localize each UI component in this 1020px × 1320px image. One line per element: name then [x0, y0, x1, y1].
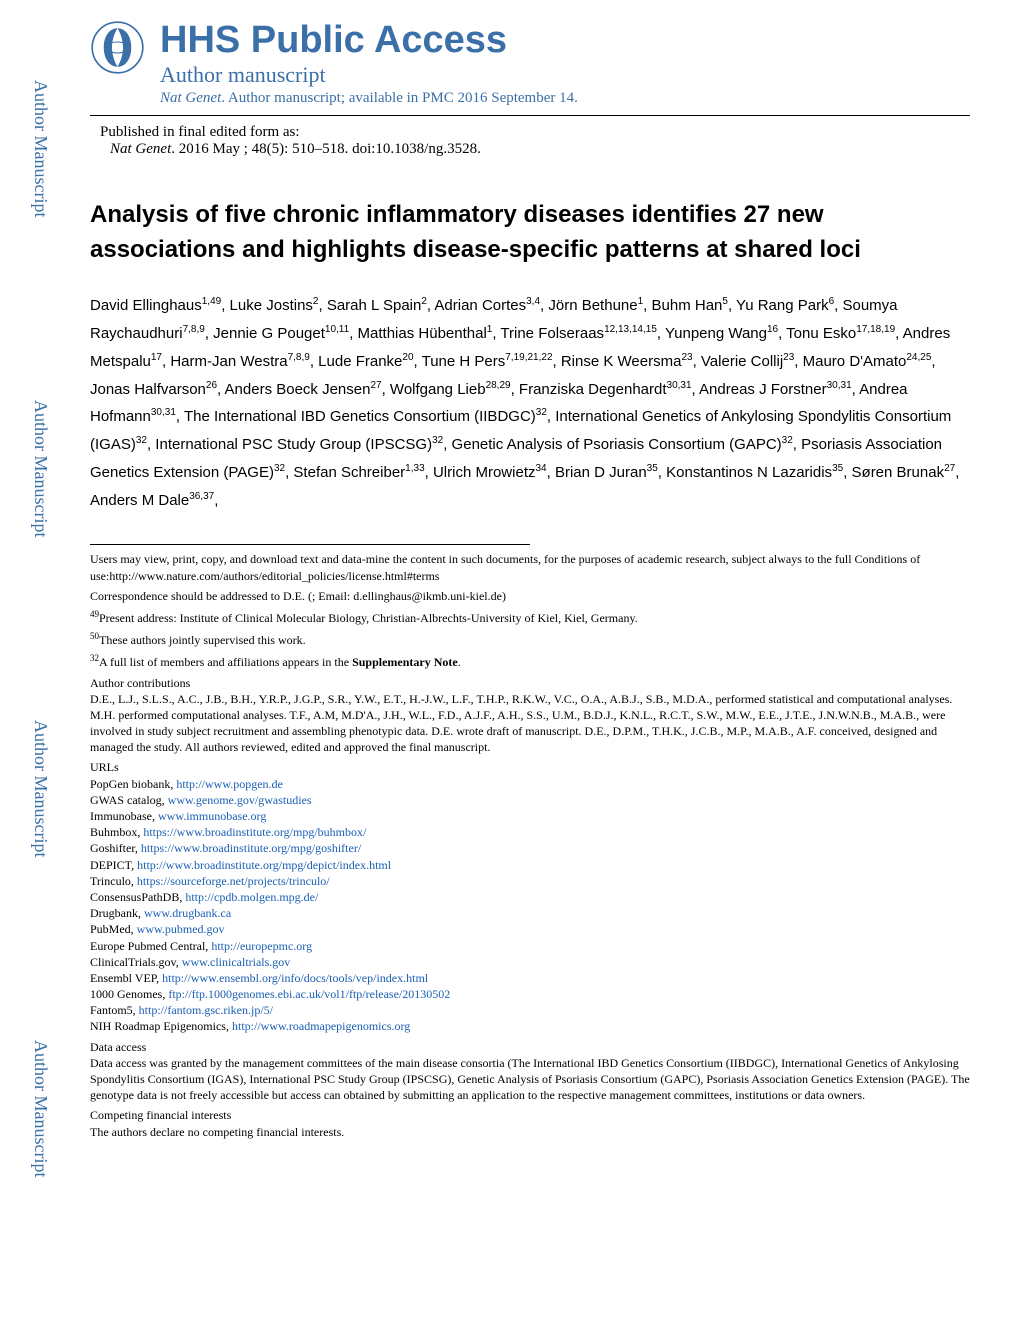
- url-link[interactable]: http://cpdb.molgen.mpg.de/: [185, 890, 318, 904]
- url-line: Immunobase, www.immunobase.org: [90, 808, 970, 824]
- url-line: Buhmbox, https://www.broadinstitute.org/…: [90, 824, 970, 840]
- url-link[interactable]: https://www.broadinstitute.org/mpg/goshi…: [141, 841, 361, 855]
- url-line: DEPICT, http://www.broadinstitute.org/mp…: [90, 857, 970, 873]
- footnotes: Users may view, print, copy, and downloa…: [90, 551, 970, 1139]
- url-link[interactable]: www.clinicaltrials.gov: [182, 955, 291, 969]
- url-line: PopGen biobank, http://www.popgen.de: [90, 776, 970, 792]
- published-citation: Nat Genet. 2016 May ; 48(5): 510–518. do…: [100, 141, 970, 158]
- content-area: HHS Public Access Author manuscript Nat …: [90, 20, 970, 1144]
- url-label: ConsensusPathDB,: [90, 890, 185, 904]
- url-label: Ensembl VEP,: [90, 971, 162, 985]
- sidebar-label-3: Author Manuscript: [30, 720, 51, 857]
- url-link[interactable]: http://www.broadinstitute.org/mpg/depict…: [137, 858, 391, 872]
- article-title: Analysis of five chronic inflammatory di…: [90, 198, 970, 268]
- url-line: Goshifter, https://www.broadinstitute.or…: [90, 840, 970, 856]
- competing-heading: Competing financial interests: [90, 1107, 970, 1123]
- url-label: DEPICT,: [90, 858, 137, 872]
- url-link[interactable]: www.immunobase.org: [158, 809, 266, 823]
- data-access-text: Data access was granted by the managemen…: [90, 1055, 970, 1104]
- hhs-logo-icon: [90, 20, 145, 75]
- footnote-49: 49Present address: Institute of Clinical…: [90, 608, 970, 626]
- url-link[interactable]: www.pubmed.gov: [137, 922, 225, 936]
- url-line: Drugbank, www.drugbank.ca: [90, 905, 970, 921]
- url-line: NIH Roadmap Epigenomics, http://www.road…: [90, 1018, 970, 1034]
- url-label: NIH Roadmap Epigenomics,: [90, 1019, 232, 1033]
- url-line: Europe Pubmed Central, http://europepmc.…: [90, 938, 970, 954]
- url-label: PopGen biobank,: [90, 777, 176, 791]
- url-link[interactable]: http://www.ensembl.org/info/docs/tools/v…: [162, 971, 428, 985]
- sidebar-label-2: Author Manuscript: [30, 400, 51, 537]
- url-line: ClinicalTrials.gov, www.clinicaltrials.g…: [90, 954, 970, 970]
- url-label: Immunobase,: [90, 809, 158, 823]
- url-line: ConsensusPathDB, http://cpdb.molgen.mpg.…: [90, 889, 970, 905]
- url-link[interactable]: ftp://ftp.1000genomes.ebi.ac.uk/vol1/ftp…: [168, 987, 450, 1001]
- author-manuscript-label: Author manuscript: [160, 62, 970, 88]
- hhs-title: HHS Public Access: [160, 20, 970, 62]
- sidebar-label-1: Author Manuscript: [30, 80, 51, 217]
- url-line: PubMed, www.pubmed.gov: [90, 921, 970, 937]
- data-access-heading: Data access: [90, 1039, 970, 1055]
- url-label: 1000 Genomes,: [90, 987, 168, 1001]
- author-list: David Ellinghaus1,49, Luke Jostins2, Sar…: [90, 292, 970, 514]
- urls-heading: URLs: [90, 759, 970, 775]
- footnote-32: 32A full list of members and affiliation…: [90, 652, 970, 670]
- url-label: Buhmbox,: [90, 825, 143, 839]
- footnote-50: 50These authors jointly supervised this …: [90, 630, 970, 648]
- published-block: Published in final edited form as: Nat G…: [90, 124, 970, 158]
- author-contributions: D.E., L.J., S.L.S., A.C., J.B., B.H., Y.…: [90, 691, 970, 756]
- url-link[interactable]: http://www.roadmapepigenomics.org: [232, 1019, 410, 1033]
- url-label: ClinicalTrials.gov,: [90, 955, 182, 969]
- footnotes-rule: [90, 544, 530, 551]
- header-text: HHS Public Access Author manuscript Nat …: [160, 20, 970, 107]
- url-line: GWAS catalog, www.genome.gov/gwastudies: [90, 792, 970, 808]
- journal-name: Nat Genet: [160, 90, 221, 106]
- journal-line: Nat Genet. Author manuscript; available …: [160, 90, 970, 107]
- url-label: Fantom5,: [90, 1003, 139, 1017]
- footnote-correspondence: Correspondence should be addressed to D.…: [90, 588, 970, 604]
- urls-list: PopGen biobank, http://www.popgen.deGWAS…: [90, 776, 970, 1035]
- url-label: GWAS catalog,: [90, 793, 168, 807]
- sidebar: Author Manuscript Author Manuscript Auth…: [20, 80, 60, 1280]
- url-label: Drugbank,: [90, 906, 144, 920]
- url-line: 1000 Genomes, ftp://ftp.1000genomes.ebi.…: [90, 986, 970, 1002]
- author-contributions-heading: Author contributions: [90, 675, 970, 691]
- published-line1: Published in final edited form as:: [100, 124, 970, 141]
- url-label: PubMed,: [90, 922, 137, 936]
- url-link[interactable]: https://sourceforge.net/projects/trincul…: [137, 874, 330, 888]
- url-line: Trinculo, https://sourceforge.net/projec…: [90, 873, 970, 889]
- url-link[interactable]: www.genome.gov/gwastudies: [168, 793, 312, 807]
- url-link[interactable]: www.drugbank.ca: [144, 906, 231, 920]
- competing-text: The authors declare no competing financi…: [90, 1124, 970, 1140]
- url-label: Goshifter,: [90, 841, 141, 855]
- cite-rest: . 2016 May ; 48(5): 510–518. doi:10.1038…: [171, 141, 481, 157]
- url-label: Trinculo,: [90, 874, 137, 888]
- footnote-users: Users may view, print, copy, and downloa…: [90, 551, 970, 583]
- header: HHS Public Access Author manuscript Nat …: [90, 20, 970, 116]
- url-link[interactable]: http://www.popgen.de: [176, 777, 283, 791]
- url-link[interactable]: http://fantom.gsc.riken.jp/5/: [139, 1003, 273, 1017]
- sidebar-label-4: Author Manuscript: [30, 1040, 51, 1177]
- url-link[interactable]: https://www.broadinstitute.org/mpg/buhmb…: [143, 825, 366, 839]
- journal-rest: . Author manuscript; available in PMC 20…: [221, 90, 578, 106]
- cite-journal: Nat Genet: [110, 141, 171, 157]
- url-label: Europe Pubmed Central,: [90, 939, 211, 953]
- url-line: Ensembl VEP, http://www.ensembl.org/info…: [90, 970, 970, 986]
- url-line: Fantom5, http://fantom.gsc.riken.jp/5/: [90, 1002, 970, 1018]
- url-link[interactable]: http://europepmc.org: [211, 939, 312, 953]
